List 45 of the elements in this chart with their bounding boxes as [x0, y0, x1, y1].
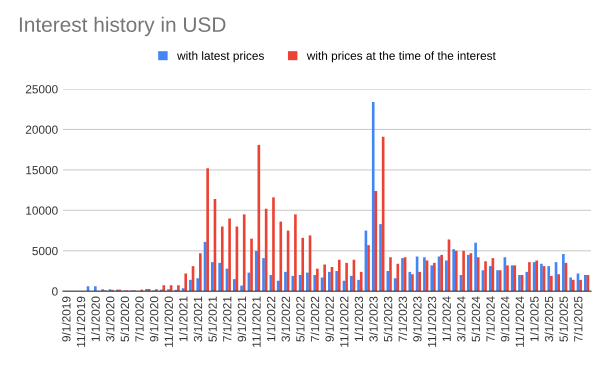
y-tick-label: 15000 — [26, 166, 58, 174]
x-tick-label: 5/1/2024 — [471, 296, 480, 342]
x-tick-label: 3/1/2022 — [281, 296, 290, 342]
x-tick-label: 9/1/2021 — [237, 296, 246, 342]
x-tick-label: 7/1/2021 — [222, 296, 232, 342]
x-tick-label: 3/1/2021 — [194, 296, 202, 342]
x-tick-label: 3/1/2020 — [106, 296, 114, 342]
x-tick-label: 5/1/2021 — [208, 296, 217, 342]
x-tick-label: 7/1/2023 — [398, 296, 407, 342]
x-tick-label: 9/1/2024 — [500, 296, 510, 342]
x-tick-label: 1/1/2023 — [354, 296, 364, 342]
x-tick-label: 5/1/2025 — [559, 296, 568, 342]
y-tick-label: 20000 — [26, 126, 58, 134]
chart-title: Interest history in USD — [20, 16, 226, 36]
y-tick-label: 5000 — [32, 246, 58, 256]
x-tick-label: 7/1/2020 — [135, 296, 144, 342]
x-tick-label: 7/1/2025 — [574, 296, 582, 342]
x-tick-label: 1/1/2021 — [178, 296, 188, 342]
x-tick-label: 7/1/2024 — [486, 296, 495, 342]
x-tick-label: 7/1/2022 — [310, 296, 320, 342]
x-tick-label: 11/1/2021 — [252, 296, 261, 347]
x-tick-label: 5/1/2022 — [296, 296, 305, 342]
y-tick-label: 25000 — [26, 85, 58, 94]
x-tick-label: 5/1/2020 — [120, 296, 130, 342]
x-tick-label: 9/1/2020 — [150, 296, 158, 342]
x-tick-label: 9/1/2019 — [62, 296, 71, 342]
y-tick-label: 0 — [52, 287, 58, 296]
x-tick-label: 1/1/2025 — [530, 296, 539, 342]
x-tick-label: 11/1/2022 — [340, 296, 348, 347]
x-tick-label: 3/1/2025 — [544, 296, 554, 342]
legend-label: with latest prices — [177, 51, 264, 62]
x-tick-label: 11/1/2024 — [515, 296, 524, 347]
x-tick-label: 3/1/2024 — [456, 296, 466, 342]
x-tick-label: 3/1/2023 — [369, 296, 378, 342]
x-tick-label: 11/1/2019 — [76, 296, 86, 347]
x-tick-label: 1/1/2022 — [266, 296, 276, 342]
x-tick-label: 1/1/2024 — [442, 296, 451, 342]
legend-label: with prices at the time of the interest — [306, 51, 496, 62]
x-tick-label: 9/1/2023 — [412, 296, 422, 342]
x-tick-label: 1/1/2020 — [91, 296, 100, 342]
x-tick-label: 5/1/2023 — [384, 296, 392, 342]
x-tick-label: 11/1/2020 — [164, 296, 173, 347]
x-tick-label: 9/1/2022 — [325, 296, 334, 342]
x-tick-label: 11/1/2023 — [428, 296, 436, 347]
y-tick-label: 10000 — [26, 206, 58, 215]
